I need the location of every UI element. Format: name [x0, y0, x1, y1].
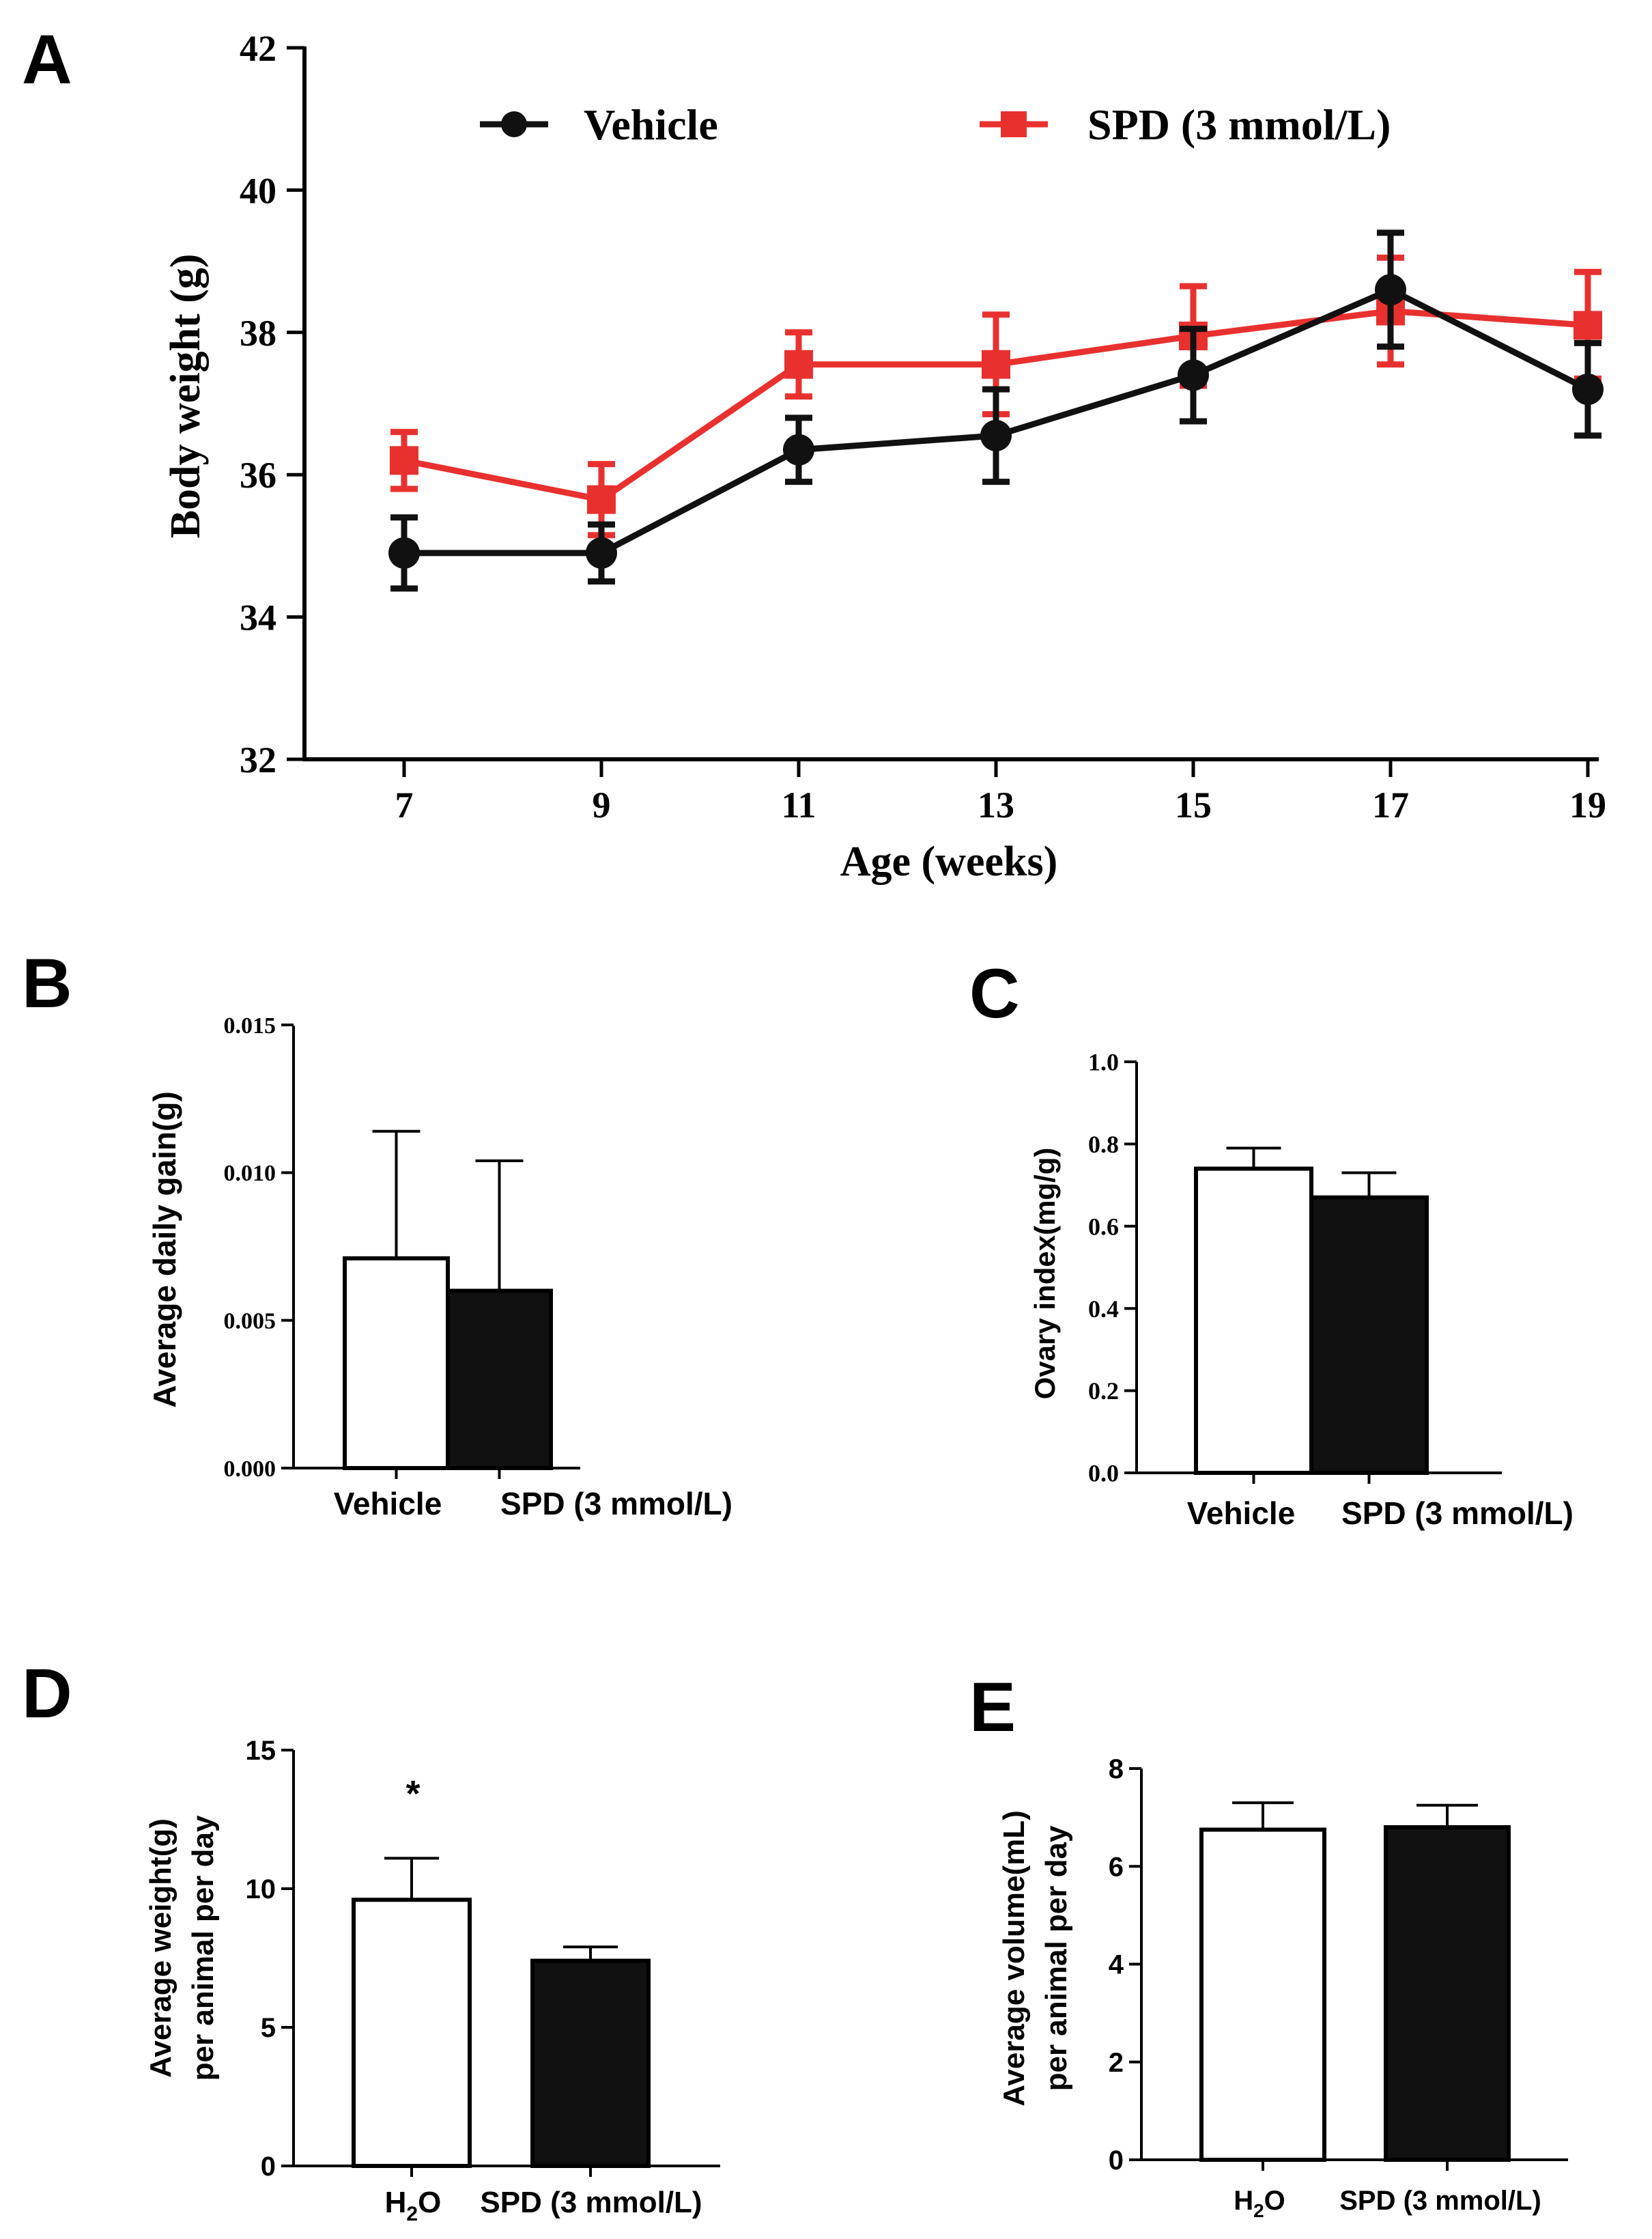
- a-x-axis-label: Age (weeks): [840, 839, 1058, 885]
- a-point-vehicle: [388, 537, 420, 569]
- b-x-label-spd: SPD (3 mmol/L): [500, 1486, 732, 1521]
- a-point-spd: [982, 350, 1010, 379]
- a-point-spd: [784, 350, 813, 379]
- a-x-tick-label: 7: [395, 785, 414, 826]
- a-point-spd: [390, 446, 418, 475]
- c-x-label-vehicle: Vehicle: [1187, 1495, 1296, 1531]
- panel-b-letter: B: [22, 944, 72, 1022]
- b-bar-spd: [446, 1289, 553, 1471]
- c-y-tick-label: 0.8: [1088, 1131, 1119, 1158]
- d-y-tick-label: 0: [261, 2152, 276, 2182]
- c-bar-control: [1194, 1166, 1313, 1476]
- panel-b-bar-chart: B 0.000 0.005 0.010 0.015 Average daily gai…: [22, 944, 732, 1521]
- c-y-tick-label: 0.2: [1088, 1377, 1119, 1405]
- c-bars: [1194, 1146, 1429, 1484]
- d-y-tick-label: 10: [246, 1874, 276, 1904]
- d-y-tick-labels: 0 5 10 15: [246, 1736, 294, 2182]
- d-x-label-h2o: H2O: [385, 2186, 442, 2225]
- e-x-label-h2o: H2O: [1234, 2186, 1285, 2221]
- b-bar-control: [343, 1256, 450, 1470]
- a-point-spd: [587, 485, 616, 514]
- d-y-tick-label: 5: [261, 2013, 276, 2043]
- d-y-axis-label-1: Average weight(g): [144, 1818, 177, 2078]
- e-bar-control: [1199, 1827, 1326, 2162]
- a-y-tick-label: 40: [240, 170, 276, 211]
- a-point-vehicle: [586, 537, 617, 569]
- e-y-tick-label: 0: [1109, 2145, 1124, 2175]
- c-bar-spd: [1309, 1195, 1429, 1476]
- a-y-tick-label: 42: [240, 28, 276, 69]
- a-x-tick-label: 19: [1569, 785, 1606, 826]
- a-y-tick-label: 36: [240, 455, 276, 496]
- b-y-tick-label: 0.015: [224, 1013, 276, 1039]
- e-y-tick-label: 2: [1109, 2048, 1124, 2078]
- a-y-tick-labels: 32 34 36 38 40 42: [240, 28, 304, 780]
- a-x-tick-label: 15: [1175, 785, 1212, 826]
- a-y-tick-label: 38: [240, 313, 276, 354]
- d-y-tick-label: 15: [246, 1736, 276, 1766]
- e-y-tick-label: 8: [1109, 1754, 1124, 1784]
- legend-spd-marker: [1001, 111, 1027, 137]
- legend-vehicle-label: Vehicle: [584, 100, 718, 149]
- a-point-vehicle: [1178, 359, 1209, 391]
- panel-d-letter: D: [22, 1654, 72, 1732]
- e-bars: [1199, 1801, 1511, 2171]
- a-y-axis-label: Body weight (g): [162, 254, 209, 539]
- a-x-tick-labels: 7 9 11 13 15 17 19: [395, 759, 1606, 826]
- a-x-tick-label: 9: [593, 785, 611, 826]
- d-x-label-spd: SPD (3 mmol/L): [480, 2186, 702, 2219]
- a-point-vehicle: [1375, 274, 1406, 306]
- c-y-tick-labels: 0.0 0.2 0.4 0.6 0.8 1.0: [1088, 1049, 1137, 1487]
- legend-spd-label: SPD (3 mmol/L): [1087, 100, 1391, 149]
- c-y-tick-label: 1.0: [1088, 1049, 1119, 1076]
- e-y-axis-label-2: per animal per day: [1040, 1825, 1073, 2091]
- c-y-tick-label: 0.6: [1088, 1213, 1119, 1240]
- b-y-tick-labels: 0.000 0.005 0.010 0.015: [224, 1013, 294, 1482]
- b-bars: [343, 1129, 553, 1479]
- e-bar-spd: [1384, 1825, 1511, 2162]
- panel-a-line-chart: A 32 34 36 38 40 42 7 9 11 13 15 17 19 Body weight …: [22, 20, 1606, 885]
- e-y-axis-label-1: Average volume(mL): [997, 1810, 1031, 2107]
- b-y-axis-label: Average daily gain(g): [147, 1091, 182, 1408]
- d-annotation-asterisk: *: [405, 1773, 420, 1814]
- panel-d-bar-chart: D 0 5 10 15 Average weight(g) per animal pe…: [22, 1654, 720, 2225]
- c-y-tick-label: 0.0: [1088, 1460, 1119, 1487]
- b-x-label-vehicle: Vehicle: [334, 1486, 442, 1521]
- c-y-axis-label: Ovary index(mg/g): [1029, 1148, 1061, 1400]
- legend-vehicle-marker: [501, 111, 527, 137]
- a-point-vehicle: [980, 419, 1012, 451]
- a-legend: Vehicle SPD (3 mmol/L): [480, 100, 1391, 149]
- d-bar-spd: [530, 1958, 651, 2169]
- b-y-tick-label: 0.000: [224, 1456, 276, 1482]
- a-series-group: [388, 229, 1604, 592]
- e-y-tick-labels: 0 2 4 6 8: [1109, 1754, 1141, 2175]
- panel-a-letter: A: [22, 20, 72, 98]
- panel-c-bar-chart: C 0.0 0.2 0.4 0.6 0.8 1.0 Ovary index(mg/g) V…: [969, 955, 1573, 1531]
- d-bars: [352, 1857, 651, 2177]
- panel-c-letter: C: [969, 955, 1020, 1032]
- a-axes: [302, 46, 1599, 761]
- a-x-tick-label: 13: [978, 785, 1014, 826]
- e-x-label-spd: SPD (3 mmol/L): [1339, 2186, 1541, 2216]
- a-point-vehicle: [783, 434, 814, 466]
- a-point-vehicle: [1572, 374, 1604, 406]
- a-y-tick-label: 32: [240, 740, 276, 780]
- e-y-tick-label: 6: [1109, 1852, 1124, 1882]
- b-y-tick-label: 0.005: [224, 1309, 276, 1334]
- panel-e-letter: E: [969, 1668, 1016, 1746]
- a-y-tick-label: 34: [240, 597, 276, 638]
- a-x-tick-label: 11: [781, 785, 816, 826]
- a-x-tick-label: 17: [1372, 785, 1409, 826]
- d-bar-control: [352, 1898, 472, 2168]
- d-y-axis-label-2: per animal per day: [186, 1815, 220, 2081]
- e-y-tick-label: 4: [1109, 1950, 1124, 1980]
- b-y-tick-label: 0.010: [224, 1161, 276, 1186]
- panel-e-bar-chart: E 0 2 4 6 8 Average volume(mL) per animal pe…: [969, 1668, 1568, 2221]
- c-y-tick-label: 0.4: [1088, 1295, 1119, 1323]
- a-point-spd: [1573, 311, 1602, 340]
- c-x-label-spd: SPD (3 mmol/L): [1341, 1495, 1573, 1531]
